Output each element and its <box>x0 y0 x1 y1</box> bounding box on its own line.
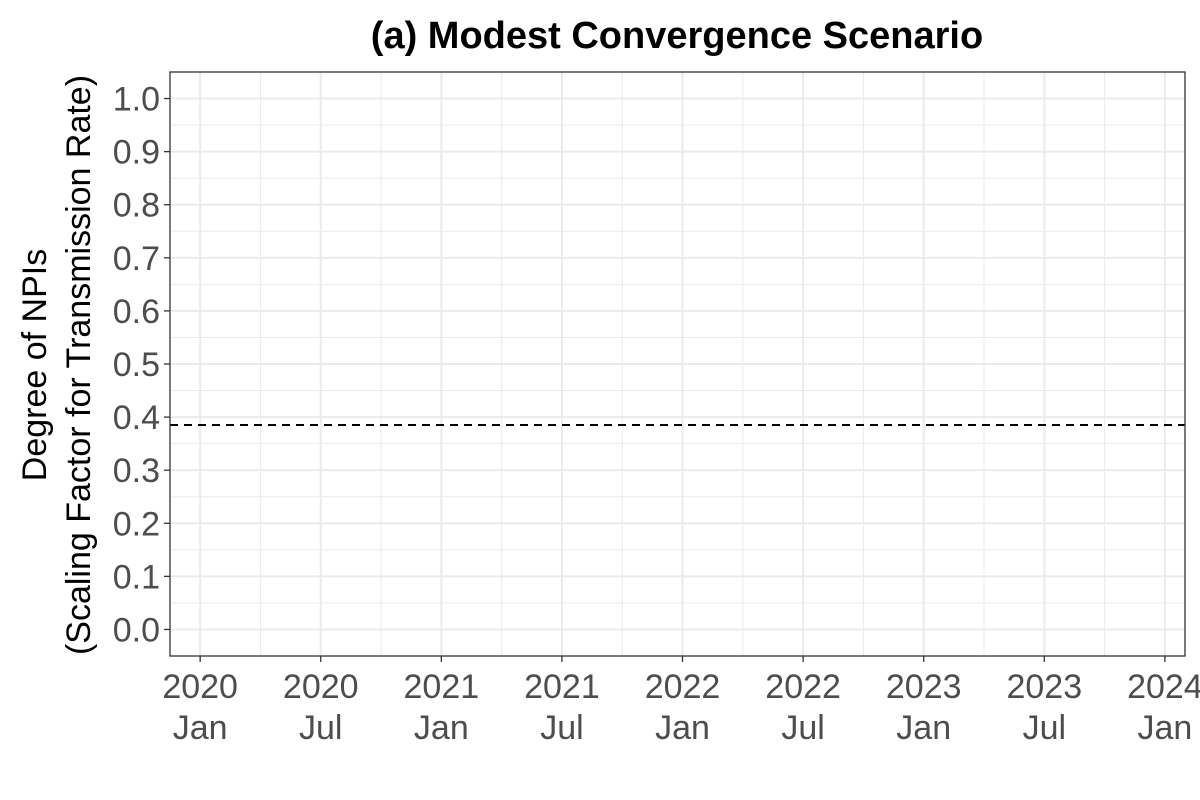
x-tick-label-month: Jan <box>1137 709 1192 747</box>
y-tick-label: 0.6 <box>113 293 160 331</box>
x-tick-label-month: Jan <box>896 709 951 747</box>
y-axis-label-line-1: Degree of NPIs <box>16 249 54 481</box>
grid <box>170 72 1185 656</box>
x-tick-label-year: 2022 <box>765 668 841 706</box>
y-tick-label: 0.3 <box>113 452 160 490</box>
x-tick-label-year: 2021 <box>524 668 600 706</box>
x-tick-label-month: Jul <box>540 709 583 747</box>
x-tick-label-month: Jul <box>1023 709 1066 747</box>
y-tick-label: 0.5 <box>113 346 160 384</box>
y-axis-label: Degree of NPIs (Scaling Factor for Trans… <box>16 75 98 655</box>
x-tick-label-year: 2022 <box>645 668 721 706</box>
y-tick-label: 0.0 <box>113 611 160 649</box>
x-tick-label-year: 2020 <box>283 668 359 706</box>
y-tick-label: 0.2 <box>113 505 160 543</box>
x-tick-label-year: 2023 <box>1006 668 1082 706</box>
x-tick-label-month: Jul <box>299 709 342 747</box>
x-axis: 2020Jan2020Jul2021Jan2021Jul2022Jan2022J… <box>162 656 1200 747</box>
x-tick-label-year: 2020 <box>162 668 238 706</box>
chart-title: (a) Modest Convergence Scenario <box>371 15 983 57</box>
x-tick-label-year: 2021 <box>404 668 480 706</box>
y-tick-label: 0.9 <box>113 134 160 172</box>
x-tick-label-month: Jul <box>781 709 824 747</box>
y-axis: 0.0 0.1 0.2 0.3 0.4 0.5 0.6 0.7 0.8 0.9 1.0 <box>113 81 170 649</box>
x-tick-label-year: 2023 <box>886 668 962 706</box>
x-tick-label-month: Jan <box>173 709 228 747</box>
y-tick-label: 0.4 <box>113 399 160 437</box>
y-tick-label: 0.8 <box>113 187 160 225</box>
y-tick-label: 0.1 <box>113 558 160 596</box>
y-tick-label: 0.7 <box>113 240 160 278</box>
x-tick-label-month: Jan <box>655 709 710 747</box>
x-tick-label-year: 2024 <box>1127 668 1200 706</box>
y-tick-label: 1.0 <box>113 81 160 119</box>
x-tick-label-month: Jan <box>414 709 469 747</box>
y-axis-label-line-2: (Scaling Factor for Transmission Rate) <box>60 75 98 655</box>
